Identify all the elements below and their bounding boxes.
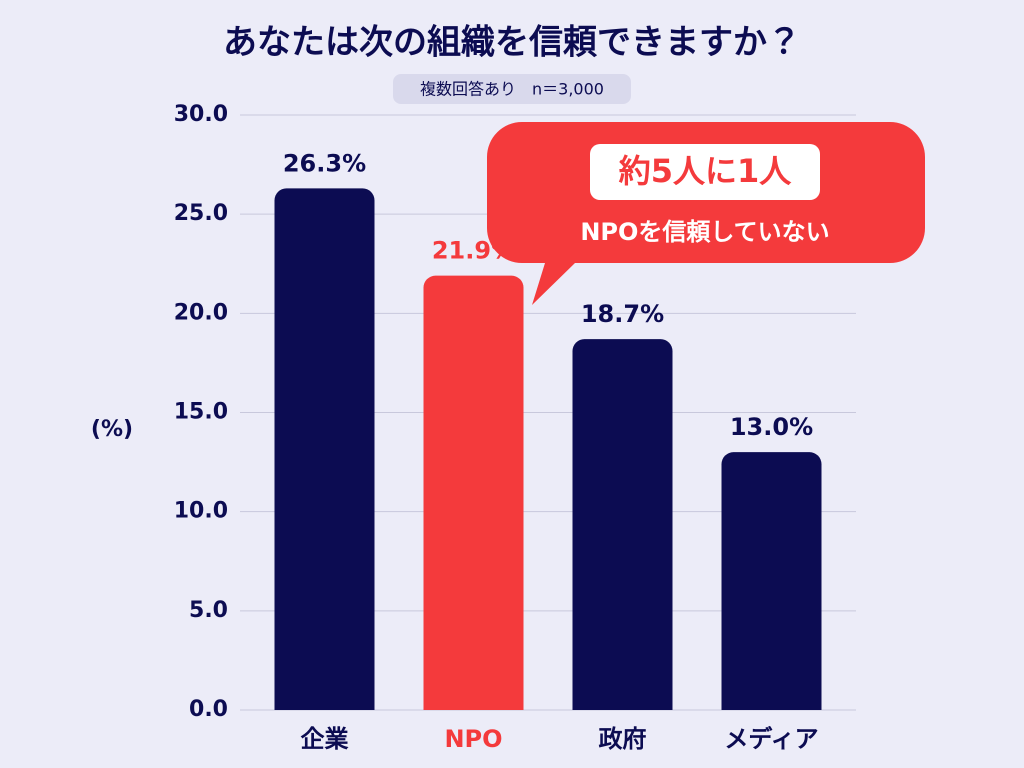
x-tick-label: 政府 [599, 725, 647, 753]
callout-headline: 約5人に1人 [619, 152, 793, 190]
y-tick-label: 15.0 [174, 400, 228, 425]
x-tick-label: NPO [444, 725, 502, 753]
bar [721, 452, 822, 710]
y-tick-label: 30.0 [174, 102, 228, 127]
bar [423, 275, 524, 710]
callout-highlight [590, 144, 820, 200]
callout: 約5人に1人 NPOを信頼していない [487, 122, 925, 305]
plot: 0.05.010.015.020.025.030.026.3%企業21.9%NP… [174, 102, 856, 753]
subtitle-box [393, 74, 631, 104]
y-tick-label: 20.0 [174, 300, 228, 325]
chart-title: あなたは次の組織を信頼できますか？ [223, 23, 801, 63]
bar [572, 339, 673, 710]
y-tick-label: 25.0 [174, 201, 228, 226]
y-tick-label: 0.0 [189, 697, 228, 722]
value-label: 18.7% [581, 300, 664, 328]
x-tick-label: メディア [724, 725, 818, 753]
y-tick-label: 10.0 [174, 499, 228, 524]
subtitle: 複数回答あり n＝3,000 [420, 80, 604, 99]
bar [274, 188, 375, 711]
callout-text: NPOを信頼していない [580, 218, 829, 246]
x-tick-label: 企業 [301, 725, 349, 753]
value-label: 13.0% [730, 413, 813, 441]
y-axis-label: (%) [91, 417, 133, 442]
y-tick-label: 5.0 [189, 598, 228, 623]
value-label: 26.3% [283, 149, 366, 177]
